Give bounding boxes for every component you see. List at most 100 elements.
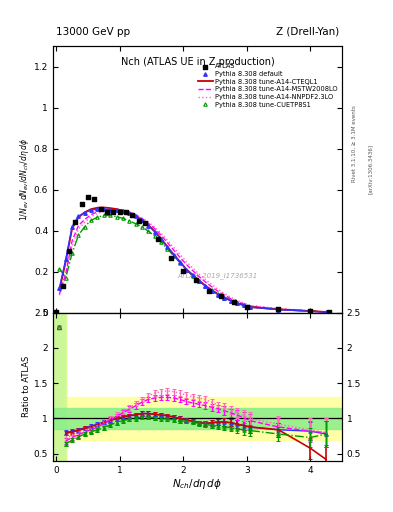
Pythia 8.308 tune-CUETP8S1 [95, 214, 100, 220]
Pythia 8.308 tune-A14-CTEQL1 [209, 287, 214, 293]
Pythia 8.308 tune-A14-CTEQL1 [121, 207, 125, 214]
Pythia 8.308 default [140, 217, 144, 223]
Pythia 8.308 tune-CUETP8S1 [228, 297, 233, 304]
Pythia 8.308 tune-A14-CTEQL1 [127, 210, 132, 216]
Pythia 8.308 default [83, 209, 87, 216]
Pythia 8.308 tune-CUETP8S1 [184, 267, 189, 273]
Pythia 8.308 tune-A14-CTEQL1 [57, 287, 62, 293]
Text: Z (Drell-Yan): Z (Drell-Yan) [276, 27, 339, 37]
Pythia 8.308 tune-CUETP8S1 [114, 214, 119, 220]
ATLAS [91, 195, 97, 203]
Pythia 8.308 tune-A14-CTEQL1 [308, 308, 312, 314]
Pythia 8.308 tune-A14-CTEQL1 [222, 294, 227, 301]
ATLAS [110, 208, 116, 216]
Pythia 8.308 tune-A14-NNPDF2.3LO [159, 230, 163, 236]
Pythia 8.308 tune-A14-MSTW2008LO [276, 306, 281, 312]
Pythia 8.308 tune-A14-NNPDF2.3LO [248, 302, 252, 308]
ATLAS [231, 298, 237, 307]
Pythia 8.308 tune-A14-MSTW2008LO [76, 222, 81, 228]
Pythia 8.308 default [127, 210, 132, 216]
Pythia 8.308 default [216, 291, 220, 297]
Pythia 8.308 tune-A14-CTEQL1 [190, 272, 195, 278]
ATLAS [97, 205, 104, 213]
Pythia 8.308 tune-CUETP8S1 [76, 232, 81, 238]
Pythia 8.308 tune-A14-CTEQL1 [241, 302, 246, 308]
ATLAS [72, 218, 79, 226]
Pythia 8.308 default [209, 287, 214, 293]
Pythia 8.308 tune-A14-CTEQL1 [171, 251, 176, 258]
Pythia 8.308 tune-A14-CTEQL1 [101, 204, 106, 210]
ATLAS [155, 235, 161, 243]
Pythia 8.308 tune-A14-CTEQL1 [159, 236, 163, 242]
Pythia 8.308 default [159, 236, 163, 242]
Pythia 8.308 tune-A14-MSTW2008LO [121, 207, 125, 213]
Pythia 8.308 tune-A14-MSTW2008LO [127, 209, 132, 215]
X-axis label: $N_{ch}/d\eta\,d\phi$: $N_{ch}/d\eta\,d\phi$ [173, 477, 222, 492]
Pythia 8.308 tune-A14-MSTW2008LO [165, 240, 170, 246]
Pythia 8.308 tune-A14-NNPDF2.3LO [235, 297, 239, 304]
Pythia 8.308 tune-A14-CTEQL1 [235, 300, 239, 306]
Pythia 8.308 tune-A14-MSTW2008LO [216, 288, 220, 294]
Pythia 8.308 tune-CUETP8S1 [63, 275, 68, 281]
Pythia 8.308 tune-CUETP8S1 [203, 283, 208, 289]
Pythia 8.308 tune-A14-MSTW2008LO [171, 247, 176, 253]
ATLAS [117, 208, 123, 216]
Pythia 8.308 tune-A14-NNPDF2.3LO [190, 265, 195, 271]
ATLAS [59, 282, 66, 290]
Pythia 8.308 tune-A14-MSTW2008LO [197, 273, 202, 280]
Pythia 8.308 tune-CUETP8S1 [178, 260, 182, 266]
ATLAS [129, 211, 136, 219]
Pythia 8.308 tune-CUETP8S1 [197, 278, 202, 284]
Pythia 8.308 tune-A14-MSTW2008LO [133, 212, 138, 218]
Pythia 8.308 tune-CUETP8S1 [159, 239, 163, 245]
Pythia 8.308 default [108, 206, 112, 212]
Line: Pythia 8.308 default: Pythia 8.308 default [58, 207, 328, 314]
Pythia 8.308 default [197, 278, 202, 284]
Pythia 8.308 default [57, 285, 62, 291]
Pythia 8.308 default [308, 308, 312, 314]
Pythia 8.308 tune-A14-NNPDF2.3LO [127, 209, 132, 215]
Pythia 8.308 tune-A14-MSTW2008LO [209, 284, 214, 290]
Pythia 8.308 tune-A14-NNPDF2.3LO [76, 226, 81, 232]
ATLAS [275, 305, 281, 313]
Pythia 8.308 tune-A14-NNPDF2.3LO [108, 207, 112, 213]
Pythia 8.308 tune-A14-MSTW2008LO [324, 309, 329, 315]
Pythia 8.308 tune-A14-NNPDF2.3LO [165, 237, 170, 243]
Pythia 8.308 tune-CUETP8S1 [57, 266, 62, 272]
ATLAS [218, 292, 224, 301]
Pythia 8.308 tune-A14-CTEQL1 [197, 278, 202, 284]
Pythia 8.308 tune-CUETP8S1 [70, 250, 74, 257]
Pythia 8.308 tune-CUETP8S1 [190, 272, 195, 279]
Pythia 8.308 tune-A14-NNPDF2.3LO [209, 282, 214, 288]
Pythia 8.308 tune-A14-CTEQL1 [152, 228, 157, 234]
Pythia 8.308 default [133, 213, 138, 219]
Text: Rivet 3.1.10, ≥ 3.1M events: Rivet 3.1.10, ≥ 3.1M events [352, 105, 357, 182]
Pythia 8.308 tune-A14-CTEQL1 [133, 213, 138, 219]
Line: Pythia 8.308 tune-CUETP8S1: Pythia 8.308 tune-CUETP8S1 [58, 214, 328, 314]
Pythia 8.308 tune-A14-MSTW2008LO [57, 291, 62, 297]
Pythia 8.308 default [276, 307, 281, 313]
Pythia 8.308 tune-A14-NNPDF2.3LO [146, 219, 151, 225]
Text: [arXiv:1306.3436]: [arXiv:1306.3436] [367, 144, 373, 194]
Pythia 8.308 tune-A14-CTEQL1 [95, 205, 100, 211]
Pythia 8.308 tune-A14-NNPDF2.3LO [152, 224, 157, 230]
Pythia 8.308 default [248, 304, 252, 310]
Y-axis label: $1/N_{ev}\,dN_{ev}/dN_{ch}/d\eta\,d\phi$: $1/N_{ev}\,dN_{ev}/dN_{ch}/d\eta\,d\phi$ [18, 138, 31, 221]
Pythia 8.308 tune-A14-NNPDF2.3LO [222, 290, 227, 296]
Pythia 8.308 tune-A14-CTEQL1 [276, 306, 281, 312]
Pythia 8.308 tune-CUETP8S1 [216, 291, 220, 297]
Pythia 8.308 tune-CUETP8S1 [121, 215, 125, 221]
Pythia 8.308 tune-A14-MSTW2008LO [203, 279, 208, 285]
Pythia 8.308 tune-A14-CTEQL1 [178, 259, 182, 265]
Pythia 8.308 tune-CUETP8S1 [209, 287, 214, 293]
Pythia 8.308 tune-A14-MSTW2008LO [222, 292, 227, 298]
Pythia 8.308 tune-CUETP8S1 [308, 308, 312, 314]
ATLAS [206, 287, 212, 295]
Pythia 8.308 tune-CUETP8S1 [171, 253, 176, 259]
Pythia 8.308 tune-A14-NNPDF2.3LO [308, 308, 312, 314]
Pythia 8.308 tune-CUETP8S1 [83, 223, 87, 229]
Text: ATLAS_2019_I1736531: ATLAS_2019_I1736531 [178, 272, 258, 279]
Pythia 8.308 tune-A14-NNPDF2.3LO [171, 244, 176, 250]
ATLAS [180, 267, 186, 275]
Pythia 8.308 default [63, 257, 68, 263]
